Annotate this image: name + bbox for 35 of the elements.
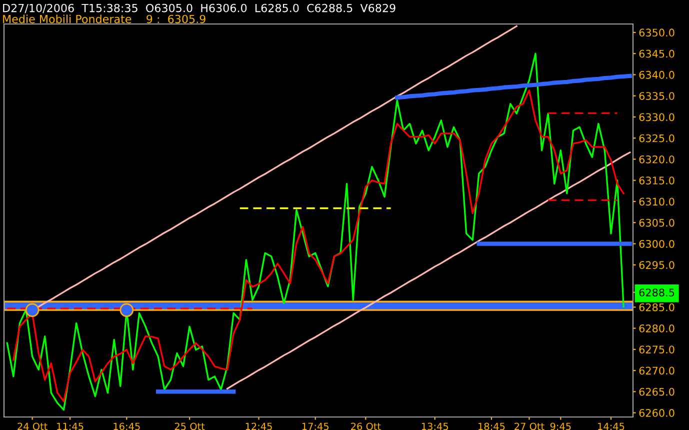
x-tick-label: 14:45 [598,422,624,430]
y-tick-label: 6260.0 [639,409,674,417]
y-tick-label: 6350.0 [639,28,674,37]
x-tick-label: 25 Ott [174,422,205,430]
line-series [226,152,631,390]
y-tick-label: 6300.0 [639,240,674,248]
x-tick-label: 24 Ott [18,422,48,430]
x-tick-label: 18:45 [478,422,505,430]
y-tick-label: 6340.0 [639,70,674,79]
chart-subtitle: Medie Mobili Ponderate 9 : 6305.9 [3,14,206,24]
x-tick-label: 12:45 [246,422,272,430]
x-tick-label: 17:45 [302,422,329,430]
y-tick-label: 6295.0 [639,261,674,269]
y-tick-label: 6265.0 [639,388,674,396]
y-tick-label: 6325.0 [639,134,674,142]
y-tick-label: 6310.0 [639,198,674,206]
chart-title: D27/10/2006 T15:38:35 O6305.0 H6306.0 L6285.0 C6288.5 V6829 [3,4,396,14]
y-tick-label: 6285.0 [639,303,674,312]
y-tick-label: 6335.0 [639,92,674,100]
x-tick-label: 27 Ott [514,422,544,430]
x-tick-label: 26 Ott [351,422,381,430]
y-tick-label: 6270.0 [639,366,674,375]
y-tick-label: 6320.0 [639,155,674,164]
x-tick-label: 11:45 [57,422,84,430]
y-tick-label: 6275.0 [639,346,674,354]
y-tick-label: 6288.5 [639,288,674,296]
x-tick-label: 13:45 [422,422,448,430]
y-tick-label: 6280.0 [639,324,674,332]
x-tick-label: 16:45 [114,422,140,430]
x-tick-label: 9:45 [550,422,571,430]
y-tick-label: 6315.0 [639,176,674,184]
y-tick-label: 6345.0 [639,50,674,58]
y-tick-label: 6330.0 [639,113,674,122]
line-series [395,74,632,100]
y-tick-label: 6305.0 [639,218,674,227]
